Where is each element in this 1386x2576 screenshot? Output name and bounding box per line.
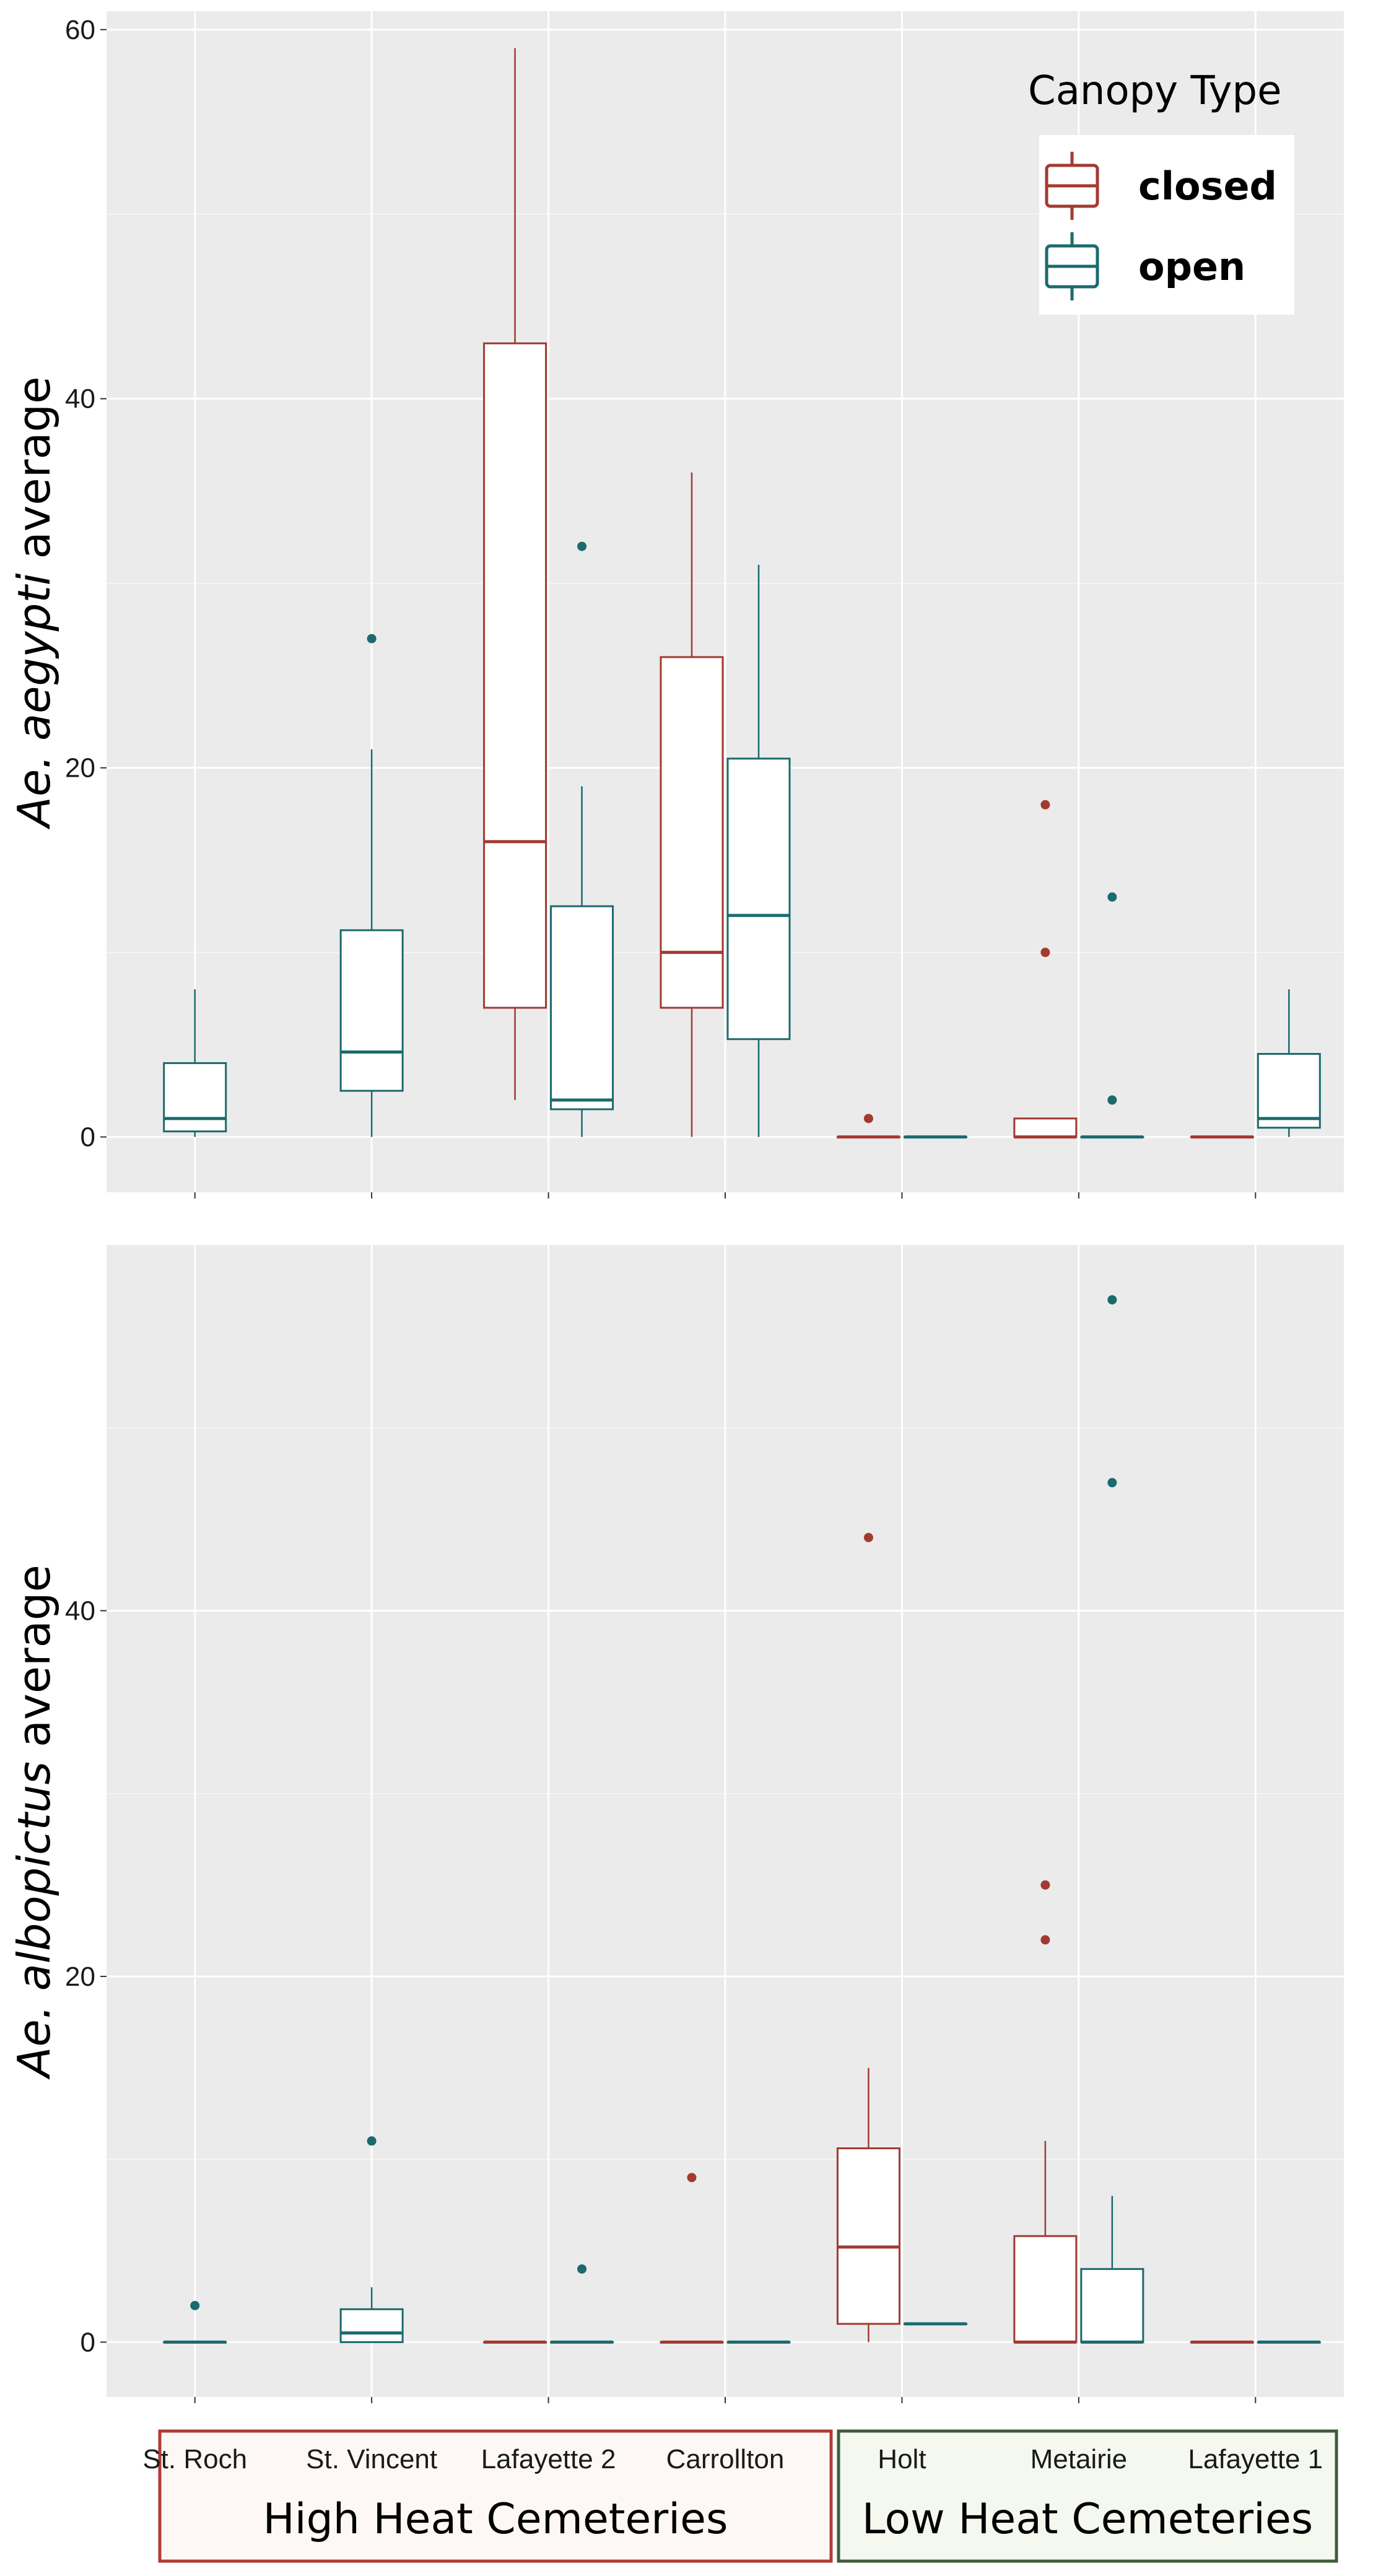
x-category-label-metairie: Metairie	[1031, 2444, 1128, 2474]
box-lafayette-2-open	[550, 541, 614, 1137]
outlier-point	[577, 2264, 587, 2274]
y-axis-label-suffix: average	[8, 1565, 60, 1762]
box-carrollton-closed	[660, 472, 724, 1137]
outlier-point	[577, 541, 587, 551]
y-axis-label-species: Ae. aegypti	[8, 573, 60, 829]
outlier-point	[1040, 1880, 1050, 1890]
outlier-point	[1040, 948, 1050, 958]
y-tick-label: 40	[65, 1596, 95, 1626]
y-tick-label: 20	[65, 1962, 95, 1992]
x-category-label-carrollton: Carrollton	[666, 2444, 785, 2474]
box-iqr	[726, 758, 791, 1041]
x-category-label-st-roch: St. Roch	[142, 2444, 247, 2474]
box-iqr	[1013, 2235, 1078, 2343]
box-lafayette-2-closed	[483, 48, 547, 1101]
outlier-point	[863, 1532, 873, 1542]
box-iqr	[1257, 1053, 1321, 1129]
box-iqr	[1080, 2268, 1144, 2343]
group-box-low-heat-cemeteries	[837, 2429, 1338, 2563]
box-metairie-open	[1080, 892, 1144, 1139]
outlier-point	[863, 1114, 873, 1124]
box-holt-open	[903, 1135, 967, 1139]
box-metairie-closed	[1013, 800, 1078, 1139]
box-iqr	[483, 342, 547, 1009]
box-carrollton-closed	[660, 2173, 724, 2344]
outlier-point	[687, 2173, 697, 2183]
box-iqr	[163, 1062, 227, 1133]
box-lafayette-1-closed	[1190, 1135, 1254, 1139]
group-label-high-heat-cemeteries: High Heat Cemeteries	[263, 2495, 728, 2544]
y-axis-label-suffix: average	[8, 377, 60, 574]
box-iqr	[339, 929, 404, 1092]
outlier-point	[190, 2300, 200, 2310]
group-label-low-heat-cemeteries: Low Heat Cemeteries	[862, 2495, 1313, 2544]
legend-title: Canopy Type	[1028, 68, 1281, 114]
outlier-point	[1107, 892, 1117, 902]
y-tick-label: 60	[65, 15, 95, 45]
box-lafayette-2-open	[550, 2264, 614, 2344]
outlier-point	[367, 2136, 377, 2146]
legend-label-closed: closed	[1138, 164, 1277, 209]
legend: Canopy Type closed open	[1028, 68, 1294, 315]
outlier-point	[1107, 1478, 1117, 1488]
y-tick-label: 40	[65, 384, 95, 414]
outlier-point	[1040, 800, 1050, 810]
y-tick-label: 0	[81, 1122, 95, 1153]
outlier-point	[1107, 1095, 1117, 1105]
outlier-point	[367, 634, 377, 644]
x-category-label-holt: Holt	[878, 2444, 926, 2474]
y-axis-label: Ae. aegypti average	[8, 377, 60, 830]
box-carrollton-open	[726, 564, 791, 1137]
box-iqr	[550, 905, 614, 1111]
box-iqr	[339, 2308, 404, 2343]
box-st-roch-open	[163, 2300, 227, 2344]
box-metairie-closed	[1013, 1880, 1078, 2344]
box-iqr	[1013, 1117, 1078, 1138]
legend-key-open	[1045, 232, 1099, 300]
box-metairie-open	[1080, 1295, 1144, 2344]
box-st-vincent-open	[339, 2136, 404, 2343]
y-tick-label: 0	[81, 2327, 95, 2357]
box-st-vincent-open	[339, 634, 404, 1137]
box-st-roch-open	[163, 989, 227, 1137]
x-category-label-st-vincent: St. Vincent	[306, 2444, 437, 2474]
legend-label-open: open	[1138, 244, 1245, 289]
y-axis-label: Ae. albopictus average	[8, 1565, 60, 2080]
box-iqr	[660, 656, 724, 1009]
box-lafayette-1-open	[1257, 989, 1321, 1137]
box-holt-closed	[836, 1114, 900, 1139]
box-iqr	[836, 2147, 900, 2325]
box-holt-closed	[836, 1532, 900, 2342]
group-box-high-heat-cemeteries	[158, 2429, 833, 2563]
outlier-point	[1107, 1295, 1117, 1305]
x-category-label-lafayette-2: Lafayette 2	[481, 2444, 616, 2474]
outlier-point	[1040, 1935, 1050, 1945]
legend-key-closed	[1045, 152, 1099, 220]
y-axis-label-species: Ae. albopictus	[8, 1762, 60, 2080]
x-category-label-lafayette-1: Lafayette 1	[1188, 2444, 1323, 2474]
box-holt-open	[903, 2322, 967, 2326]
y-tick-label: 20	[65, 753, 95, 784]
